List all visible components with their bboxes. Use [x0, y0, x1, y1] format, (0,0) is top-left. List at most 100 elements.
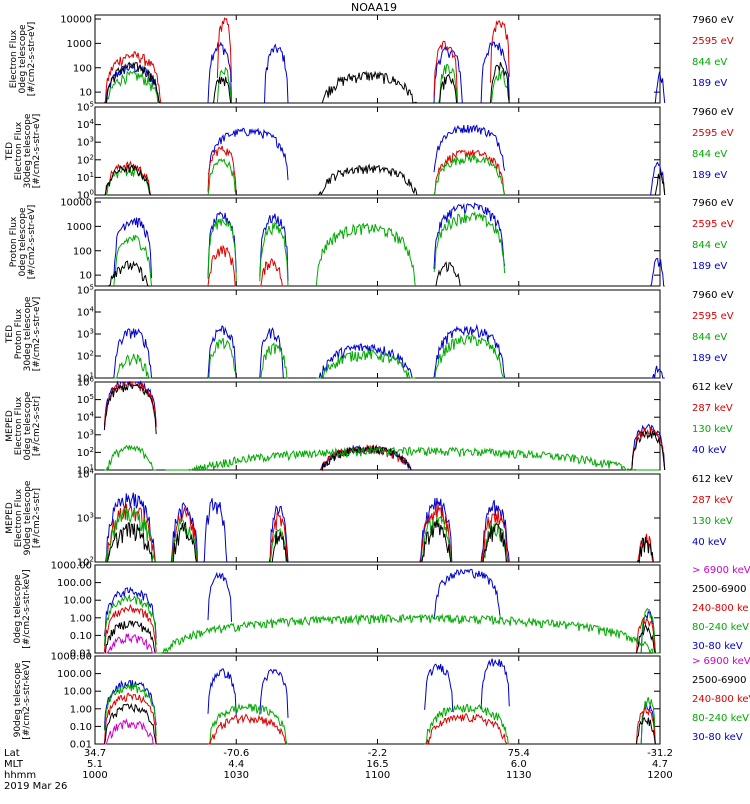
series-burst — [433, 154, 506, 196]
ytick-label-exp: 3 — [90, 428, 94, 436]
series-burst — [104, 63, 161, 104]
panel-1: 10000 1000 100 10 Electron Flux 0deg telescop… — [9, 14, 734, 104]
mlt-tick-label: 4.7 — [652, 759, 668, 770]
ylabel-line: 30deg telescope — [23, 296, 33, 371]
series-burst — [207, 218, 237, 281]
axis-row-label-hhmm: hhmm — [4, 770, 36, 781]
series-burst — [103, 593, 157, 646]
series-burst — [316, 444, 416, 471]
legend-entry: 240-800 keV — [692, 694, 750, 705]
series-burst — [104, 522, 157, 563]
ylabel-line: 90deg telescope — [23, 480, 33, 555]
series-burst — [419, 520, 453, 563]
ytick-label-exp: 4 — [90, 306, 95, 314]
ytick-label-exp: 5 — [90, 393, 94, 401]
date-label: 2019 Mar 26 — [4, 781, 67, 792]
series-burst — [269, 512, 288, 563]
series-burst — [654, 71, 666, 104]
ytick-label: 102 — [77, 556, 94, 569]
series-burst — [316, 163, 420, 196]
legend-entry: 80-240 keV — [692, 713, 749, 724]
panel-3: 10000 1000 100 10 Proton Flux 0deg telescope[… — [9, 197, 734, 287]
series-burst — [316, 70, 420, 104]
series-burst — [104, 718, 157, 745]
series-burst — [207, 127, 289, 181]
series-burst — [424, 663, 454, 712]
series-burst — [636, 705, 656, 745]
panel-frame — [94, 473, 661, 563]
ytick-label-base: 10 — [77, 191, 90, 202]
series-burst — [481, 508, 510, 563]
ytick-label-base: 10 — [77, 448, 90, 459]
ylabel-line: MEPED — [5, 502, 15, 534]
ytick-label-exp: 3 — [90, 328, 94, 336]
series-burst — [208, 713, 288, 745]
series-burst — [103, 682, 157, 737]
series-burst — [268, 505, 289, 563]
legend-entry: 844 eV — [692, 332, 727, 343]
series-burst — [631, 430, 666, 471]
ytick-label: 101 — [77, 372, 94, 385]
series-burst — [113, 234, 152, 287]
mlt-tick-label: 4.4 — [228, 759, 244, 770]
legend-entry: 844 eV — [692, 240, 727, 251]
series-burst — [419, 504, 453, 563]
ytick-label-exp: 4 — [90, 411, 95, 419]
series-burst — [631, 423, 666, 471]
panel-8: 1000.00 100.00 10.00 1.00 0.10 0.01 90deg tele… — [13, 652, 750, 751]
ytick-label-exp: 5 — [90, 101, 94, 109]
ylabel-line: 0deg telescope — [18, 207, 28, 277]
ylabel-line: [#/cm2-s-str-keV] — [22, 660, 32, 739]
ylabel-line: [#/cm2-s-str] — [32, 396, 42, 456]
ylabel-line: [#/cm2-s-str-eV] — [32, 114, 42, 189]
series-burst — [419, 497, 453, 563]
ytick-label-exp: 2 — [90, 153, 94, 161]
series-burst — [264, 43, 289, 104]
legend-entry: 612 keV — [692, 382, 733, 393]
ytick-label-base: 10 — [77, 413, 90, 424]
ylabel-line: [#/cm2-s-str] — [32, 488, 42, 548]
ytick-label: 0.01 — [70, 740, 92, 751]
ytick-label: 100.00 — [57, 669, 92, 680]
ylabel-line: [#/cm2-s-str-eV] — [27, 205, 37, 280]
hhmm-tick-label: 1000 — [82, 770, 107, 781]
ylabel-line: MEPED — [5, 410, 15, 442]
ytick-label: 100 — [73, 246, 92, 257]
lat-tick-label: -31.2 — [647, 748, 673, 759]
panel-frame — [94, 289, 661, 379]
series-burst — [216, 17, 232, 83]
hhmm-tick-label: 1200 — [647, 770, 672, 781]
series-burst — [207, 41, 232, 104]
series-burst — [640, 607, 656, 654]
ylabel-line: Proton Flux — [14, 308, 24, 359]
lat-tick-label: -70.6 — [223, 748, 249, 759]
ylabel-line: 90deg telescope — [13, 662, 23, 737]
legend-entry: 189 eV — [692, 170, 727, 181]
panel-frame — [94, 14, 661, 104]
lat-tick-label: 75.4 — [508, 748, 530, 759]
ytick-label-base: 10 — [77, 330, 90, 341]
hhmm-tick-label: 1130 — [506, 770, 531, 781]
ylabel-line: Electron Flux — [9, 29, 19, 88]
series-burst — [104, 508, 157, 563]
ytick-label-base: 10 — [77, 470, 90, 481]
ylabel-line: [#/cm2-s-str-eV] — [32, 297, 42, 372]
ylabel-line: TED — [5, 142, 15, 161]
series-burst — [433, 210, 506, 274]
ytick-label-base: 10 — [77, 173, 90, 184]
ytick-label: 104 — [77, 468, 95, 481]
series-burst — [480, 658, 510, 710]
ylabel-line: 30deg telescope — [23, 113, 33, 188]
legend-entry: 2595 eV — [692, 128, 734, 139]
series-burst — [316, 349, 416, 380]
ytick-label: 1000 — [67, 39, 92, 50]
ytick-label-exp: 6 — [90, 376, 95, 384]
series-burst — [650, 161, 666, 196]
ytick-label-base: 10 — [77, 155, 90, 166]
panel-frame — [94, 564, 661, 654]
series-burst — [207, 668, 237, 718]
